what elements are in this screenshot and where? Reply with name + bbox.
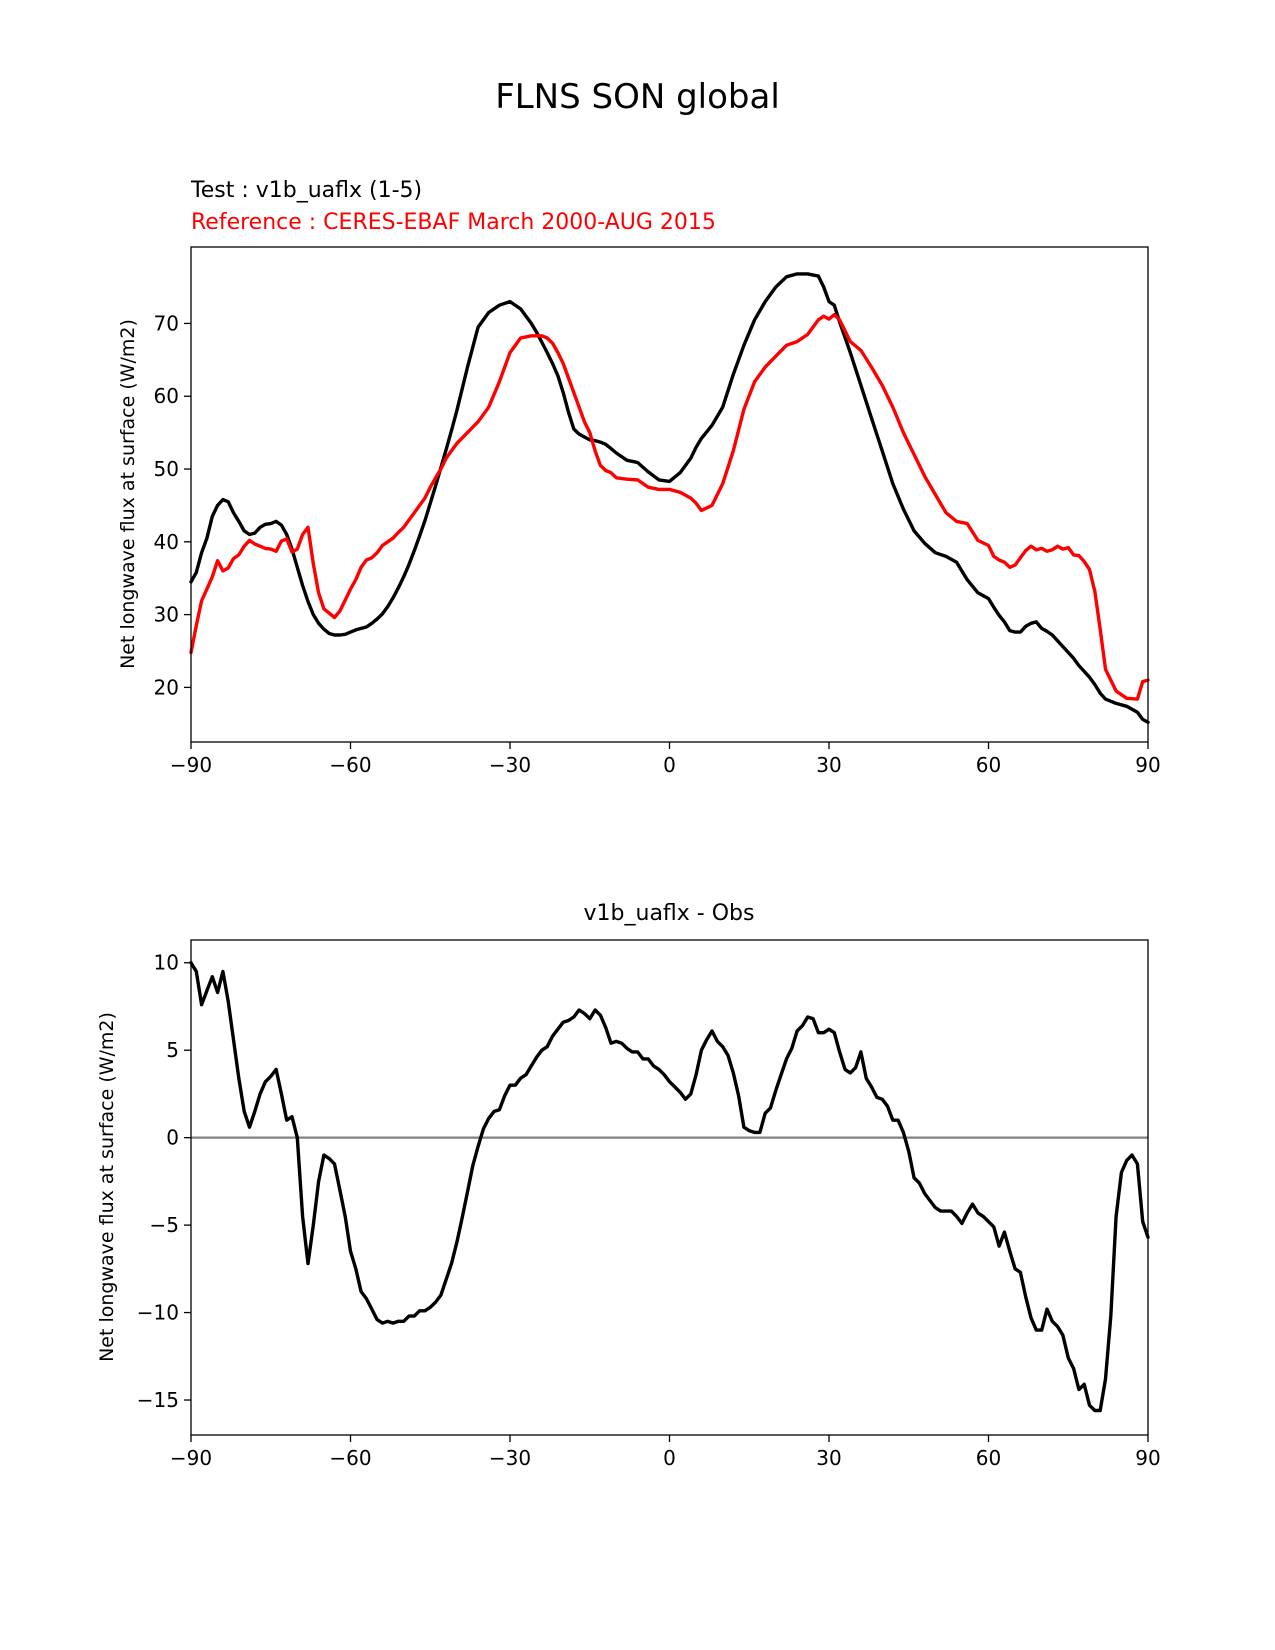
bottom-ytick-label: −5 (150, 1213, 179, 1237)
test-subtitle: Test : v1b_uaflx (1-5) (190, 178, 422, 203)
bottom-ytick-label: −10 (137, 1301, 179, 1325)
bottom-xtick-label: −60 (329, 1446, 371, 1470)
top-test-line (189, 272, 1150, 724)
top-ytick-label: 30 (154, 603, 179, 627)
bottom-ylabel: Net longwave flux at surface (W/m2) (96, 1012, 118, 1362)
top-ytick-label: 20 (154, 675, 179, 699)
top-xtick-label: 90 (1135, 753, 1160, 777)
bottom-xtick-label: −90 (170, 1446, 212, 1470)
top-series-group (189, 272, 1150, 724)
bottom-ytick-label: 10 (154, 951, 179, 975)
top-panel: Test : v1b_uaflx (1-5) Reference : CERES… (117, 178, 1161, 777)
top-xtick-label: −60 (329, 753, 371, 777)
bottom-ytick-label: 5 (166, 1038, 179, 1062)
top-xtick-label: 30 (816, 753, 841, 777)
top-ytick-label: 50 (154, 457, 179, 481)
reference-subtitle: Reference : CERES-EBAF March 2000-AUG 20… (191, 210, 716, 235)
top-xtick-label: 0 (663, 753, 676, 777)
bottom-panel: v1b_uaflx - Obs Net longwave flux at sur… (96, 901, 1161, 1470)
bottom-xtick-label: 90 (1135, 1446, 1160, 1470)
top-ytick-label: 70 (154, 311, 179, 335)
top-xtick-label: −90 (170, 753, 212, 777)
figure-title: FLNS SON global (495, 77, 780, 117)
bottom-ytick-label: 0 (166, 1126, 179, 1150)
top-ylabel: Net longwave flux at surface (W/m2) (117, 319, 139, 669)
top-xtick-label: 60 (976, 753, 1001, 777)
top-ytick-label: 60 (154, 384, 179, 408)
bottom-series-group (189, 961, 1150, 1413)
bottom-xtick-label: 0 (663, 1446, 676, 1470)
bottom-xtick-label: 30 (816, 1446, 841, 1470)
bottom-difference-line (189, 961, 1150, 1413)
bottom-xtick-label: 60 (976, 1446, 1001, 1470)
bottom-axes-group: −90 −60 −30 0 30 60 90 −15 −10 −5 0 5 10 (137, 939, 1161, 1470)
top-xtick-label: −30 (489, 753, 531, 777)
bottom-xtick-label: −30 (489, 1446, 531, 1470)
top-ytick-label: 40 (154, 530, 179, 554)
top-reference-line (189, 313, 1150, 701)
bottom-ytick-label: −15 (137, 1388, 179, 1412)
bottom-title: v1b_uaflx - Obs (584, 901, 755, 926)
top-axes-group: −90 −60 −30 0 30 60 90 20 30 40 50 60 70 (154, 246, 1161, 777)
